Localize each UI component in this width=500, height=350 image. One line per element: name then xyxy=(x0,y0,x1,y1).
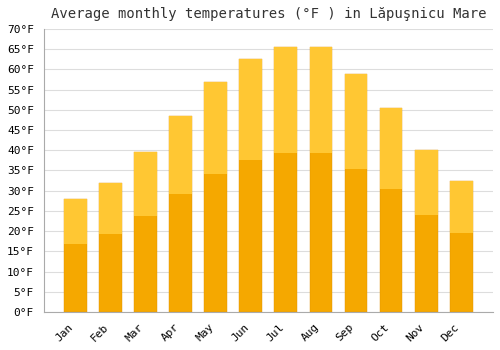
Bar xyxy=(450,181,472,233)
Bar xyxy=(240,60,262,160)
Bar xyxy=(204,82,227,312)
Title: Average monthly temperatures (°F ) in Lăpuşnicu Mare: Average monthly temperatures (°F ) in Lă… xyxy=(50,7,486,21)
Bar xyxy=(415,150,438,312)
Bar xyxy=(380,108,402,312)
Bar xyxy=(274,47,297,312)
Bar xyxy=(450,181,472,312)
Bar xyxy=(99,183,122,235)
Bar xyxy=(134,152,157,312)
Bar xyxy=(134,152,157,216)
Bar xyxy=(240,60,262,312)
Bar xyxy=(274,47,297,153)
Bar xyxy=(170,116,192,194)
Bar xyxy=(170,116,192,312)
Bar xyxy=(99,183,122,312)
Bar xyxy=(344,74,368,169)
Bar xyxy=(64,199,87,312)
Bar xyxy=(380,108,402,189)
Bar xyxy=(204,82,227,174)
Bar xyxy=(64,199,87,244)
Bar xyxy=(344,74,368,312)
Bar xyxy=(310,47,332,153)
Bar xyxy=(415,150,438,215)
Bar xyxy=(310,47,332,312)
